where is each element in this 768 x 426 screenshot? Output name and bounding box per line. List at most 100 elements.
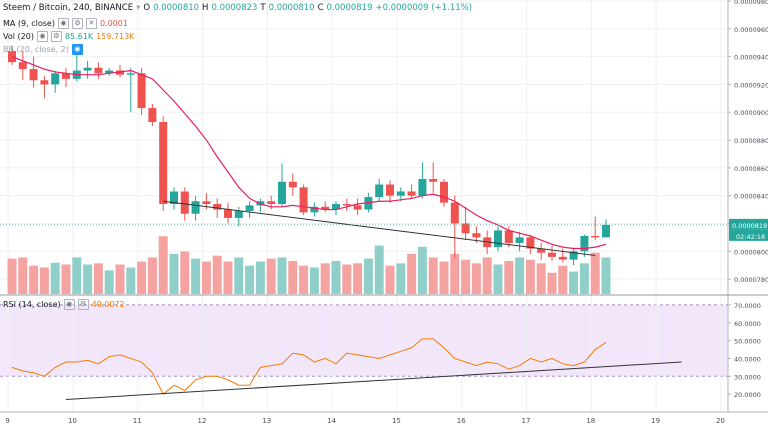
candle-body bbox=[472, 233, 481, 238]
price-axis bbox=[728, 0, 768, 426]
change-value: +0.0000009 (+1.11%) bbox=[375, 3, 473, 13]
time-tick-label: 17 bbox=[522, 417, 531, 425]
volume-bar bbox=[482, 257, 492, 294]
close-icon[interactable]: ✕ bbox=[85, 18, 97, 29]
bb-legend: BB (20, close, 2) ◉ bbox=[3, 44, 83, 55]
volume-bar bbox=[385, 265, 395, 294]
candle-body bbox=[375, 184, 384, 198]
symbol-label[interactable]: Steem / Bitcoin, 240, BINANCE bbox=[3, 3, 134, 13]
candle-body bbox=[386, 184, 394, 196]
volume-bar bbox=[180, 251, 190, 294]
time-tick-label: 11 bbox=[133, 417, 142, 425]
eye-off-icon[interactable]: ◉ bbox=[71, 44, 83, 55]
candle-body bbox=[515, 237, 524, 243]
high-label: H bbox=[202, 3, 209, 13]
candle-body bbox=[224, 209, 232, 218]
price-tick-label: 0.0000940 bbox=[734, 54, 768, 62]
rsi-tick-label: 30.0000 bbox=[734, 373, 761, 381]
volume-bar bbox=[234, 257, 244, 294]
bb-label[interactable]: BB (20, close, 2) bbox=[3, 45, 69, 54]
vol-label[interactable]: Vol (20) bbox=[3, 32, 34, 41]
eye-icon[interactable]: ◉ bbox=[57, 18, 69, 29]
candle-body bbox=[321, 206, 330, 210]
symbol-legend: Steem / Bitcoin, 240, BINANCE ▾ O 0.00008… bbox=[3, 3, 472, 13]
volume-bar bbox=[331, 260, 341, 294]
volume-legend: Vol (20) ◉ ⚙ 85.61K 159.713K bbox=[3, 31, 134, 42]
candle-body bbox=[396, 191, 405, 196]
price-tick-label: 0.0000800 bbox=[734, 248, 768, 256]
candle-body bbox=[461, 223, 470, 234]
volume-bar bbox=[115, 264, 125, 294]
rsi-label[interactable]: RSI (14, close) bbox=[3, 300, 61, 309]
candle-body bbox=[51, 73, 60, 85]
time-tick-label: 13 bbox=[262, 417, 271, 425]
eye-icon[interactable]: ◉ bbox=[63, 299, 75, 310]
vol-ma-value: 159.713K bbox=[96, 32, 135, 41]
candle-body bbox=[602, 224, 610, 238]
time-tick-label: 14 bbox=[327, 417, 336, 425]
time-tick-label: 19 bbox=[651, 417, 660, 425]
low-value: 0.0000810 bbox=[268, 3, 315, 13]
volume-bar bbox=[93, 263, 103, 294]
candle-body bbox=[148, 108, 157, 122]
volume-bar bbox=[72, 257, 82, 294]
ma-value: 0.0001 bbox=[99, 19, 128, 28]
price-trendline bbox=[163, 200, 596, 256]
close-value: 0.0000819 bbox=[326, 3, 373, 13]
price-tick-label: 0.0000960 bbox=[734, 26, 768, 34]
vol-value: 85.61K bbox=[64, 32, 94, 41]
candle-body bbox=[94, 67, 103, 74]
candle-body bbox=[418, 178, 427, 196]
volume-bar bbox=[158, 236, 168, 294]
volume-bar bbox=[137, 261, 147, 294]
volume-bar bbox=[471, 263, 481, 294]
volume-bar bbox=[201, 261, 211, 294]
volume-bar bbox=[266, 258, 276, 294]
chevron-down-icon[interactable]: ▾ bbox=[136, 3, 141, 13]
volume-bar bbox=[493, 264, 503, 294]
last-price-tag bbox=[729, 218, 768, 230]
volume-bar bbox=[504, 260, 514, 294]
settings-icon[interactable]: ⚙ bbox=[50, 31, 62, 42]
volume-bar bbox=[169, 253, 179, 294]
rsi-value: 49.0072 bbox=[91, 300, 125, 309]
candle-body bbox=[591, 235, 600, 238]
eye-icon[interactable]: ◉ bbox=[36, 31, 48, 42]
price-tick-label: 0.0000920 bbox=[734, 81, 768, 89]
rsi-tick-label: 60.0000 bbox=[734, 320, 761, 328]
settings-icon[interactable]: ⚙ bbox=[77, 299, 89, 310]
candle-body bbox=[558, 256, 567, 260]
ma-line bbox=[11, 56, 607, 250]
candle-body bbox=[170, 191, 178, 205]
candle-body bbox=[40, 80, 49, 85]
time-tick-label: 20 bbox=[716, 417, 725, 425]
ma-label[interactable]: MA (9, close) bbox=[3, 19, 55, 28]
candle-body bbox=[116, 70, 124, 75]
rsi-tick-label: 70.0000 bbox=[734, 302, 761, 310]
volume-bar bbox=[39, 267, 49, 294]
candle-body bbox=[537, 248, 546, 253]
last-price-label: 0.0000819 bbox=[732, 222, 767, 230]
volume-bar bbox=[147, 257, 157, 294]
candle-body bbox=[353, 205, 362, 210]
volume-bar bbox=[299, 265, 309, 294]
candle-body bbox=[429, 178, 438, 182]
settings-icon[interactable]: ⚙ bbox=[71, 18, 83, 29]
candle-body bbox=[440, 181, 448, 203]
rsi-tick-label: 50.0000 bbox=[734, 338, 761, 346]
volume-bar bbox=[407, 253, 417, 294]
volume-bar bbox=[288, 260, 298, 294]
volume-bar bbox=[536, 263, 546, 294]
time-tick-label: 12 bbox=[198, 417, 207, 425]
candle-body bbox=[180, 191, 189, 214]
candle-body bbox=[450, 202, 459, 224]
volume-bar bbox=[223, 261, 233, 294]
volume-bar bbox=[245, 265, 255, 294]
candle-body bbox=[18, 62, 27, 70]
candle-body bbox=[256, 201, 265, 206]
candle-body bbox=[299, 187, 308, 213]
volume-bar bbox=[417, 246, 427, 294]
volume-bar bbox=[450, 253, 460, 294]
rsi-line bbox=[11, 338, 607, 395]
